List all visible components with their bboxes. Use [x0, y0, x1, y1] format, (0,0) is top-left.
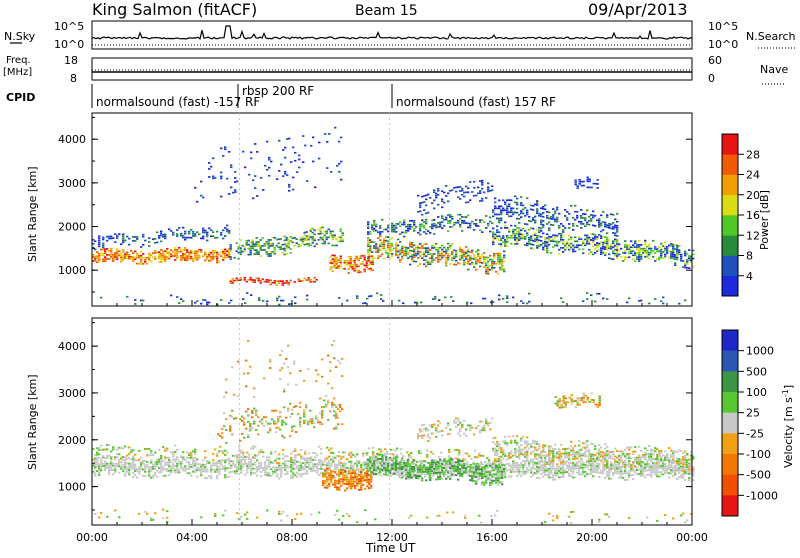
xlabel: Time UT: [365, 541, 416, 554]
nsky-label: N.Sky: [4, 30, 36, 43]
freq-tick-top: 18: [64, 54, 78, 67]
y-tick-label: 1000: [58, 264, 86, 277]
power-colorbar-label: Power [dB]: [758, 190, 771, 250]
cpid-segment-3: normalsound (fast) 157 RF: [396, 95, 556, 109]
velocity-panel: 1000 2000 3000 4000 Slant Range [km]: [26, 318, 694, 525]
colorbar-swatch: [722, 134, 738, 155]
x-tick-label: 08:00: [276, 531, 308, 544]
y-tick-label: 4000: [58, 133, 86, 146]
y-tick-label: 3000: [58, 387, 86, 400]
colorbar-swatch: [722, 392, 738, 413]
colorbar-swatch: [722, 175, 738, 196]
x-tick-label: 00:00: [676, 531, 708, 544]
colorbar-tick-label: -1000: [746, 489, 778, 502]
cpid-panel: CPID normalsound (fast) -157 RF rbsp 200…: [6, 84, 556, 109]
power-panel: 1000 2000 3000 4000 Slant Range [km]: [26, 113, 694, 306]
velocity-ylabel: Slant Range [km]: [26, 374, 39, 470]
x-tick-label: 20:00: [576, 531, 608, 544]
y-tick-label: 2000: [58, 434, 86, 447]
nsearch-tick-bottom: 10^0: [708, 38, 738, 51]
x-tick-label: 04:00: [176, 531, 208, 544]
cpid-label: CPID: [6, 91, 35, 104]
station-title: King Salmon (fitACF): [92, 0, 257, 19]
colorbar-swatch: [722, 475, 738, 496]
colorbar-swatch: [722, 371, 738, 392]
freq-label: Freq.: [6, 55, 31, 66]
nsearch-tick-top: 10^5: [708, 20, 738, 33]
colorbar-swatch: [722, 154, 738, 175]
colorbar-swatch: [722, 413, 738, 434]
nsky-tick-bottom: 10^0: [54, 38, 84, 51]
colorbar-swatch: [722, 215, 738, 236]
colorbar-swatch: [722, 330, 738, 351]
y-tick-label: 1000: [58, 481, 86, 494]
nave-label: Nave: [760, 63, 788, 76]
colorbar-tick-label: 28: [746, 148, 760, 161]
nsky-tick-top: 10^5: [54, 20, 84, 33]
nsky-panel: N.Sky 10^5 10^0 10^5 10^0 N.Search: [4, 20, 796, 51]
colorbar-swatch: [722, 454, 738, 475]
colorbar-tick-label: 1000: [746, 345, 774, 358]
nave-tick-top: 60: [708, 54, 722, 67]
freq-unit: [MHz]: [3, 67, 32, 78]
colorbar-swatch: [722, 256, 738, 277]
velocity-colorbar: 1000 500 100 25 -25 -100 -500 -1000 Velocity [m…: [722, 330, 795, 516]
colorbar-swatch: [722, 235, 738, 256]
colorbar-swatch: [722, 495, 738, 516]
nave-tick-bottom: 0: [708, 72, 715, 85]
colorbar-swatch: [722, 195, 738, 216]
colorbar-tick-label: 500: [746, 365, 767, 378]
velocity-colorbar-label: Velocity [m s-1]: [781, 385, 795, 468]
colorbar-tick-label: 4: [746, 270, 753, 283]
beam-title: Beam 15: [355, 3, 418, 19]
cpid-segment-2: rbsp 200 RF: [242, 84, 314, 98]
x-tick-label: 00:00: [76, 531, 108, 544]
freq-tick-bottom: 8: [70, 72, 77, 85]
nsearch-label: N.Search: [746, 30, 796, 43]
cpid-segment-1: normalsound (fast) -157 RF: [96, 95, 260, 109]
colorbar-tick-label: 100: [746, 386, 767, 399]
colorbar-swatch: [722, 351, 738, 372]
colorbar-swatch: [722, 276, 738, 297]
colorbar-tick-label: 24: [746, 169, 760, 182]
power-ylabel: Slant Range [km]: [26, 166, 39, 262]
date-title: 09/Apr/2013: [588, 0, 688, 19]
colorbar-tick-label: -25: [746, 427, 764, 440]
colorbar-tick-label: -500: [746, 469, 771, 482]
colorbar-swatch: [722, 433, 738, 454]
colorbar-tick-label: -100: [746, 448, 771, 461]
colorbar-tick-label: 8: [746, 250, 753, 263]
y-tick-label: 4000: [58, 340, 86, 353]
x-tick-label: 16:00: [476, 531, 508, 544]
colorbar-tick-label: 25: [746, 407, 760, 420]
y-tick-label: 2000: [58, 221, 86, 234]
freq-panel: Freq. [MHz] 18 8 60 0 Nave: [3, 54, 788, 85]
y-tick-label: 3000: [58, 177, 86, 190]
